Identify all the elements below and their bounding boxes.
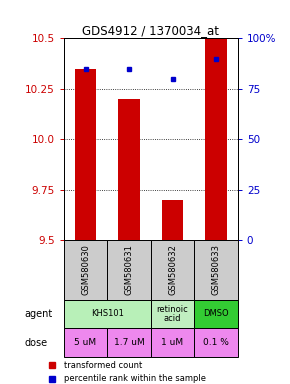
- Bar: [151, 300, 194, 328]
- Bar: [75, 69, 96, 240]
- Text: GSM580631: GSM580631: [124, 244, 134, 295]
- Text: 5 uM: 5 uM: [75, 338, 97, 347]
- Text: 1 uM: 1 uM: [162, 338, 184, 347]
- Text: KHS101: KHS101: [91, 310, 124, 318]
- Text: retinoic
acid: retinoic acid: [157, 305, 189, 323]
- Text: agent: agent: [25, 309, 53, 319]
- Bar: [107, 240, 151, 300]
- Bar: [151, 328, 194, 357]
- Text: transformed count: transformed count: [64, 361, 142, 370]
- Bar: [194, 300, 238, 328]
- Bar: [64, 300, 151, 328]
- Text: 0.1 %: 0.1 %: [203, 338, 229, 347]
- Bar: [64, 240, 107, 300]
- Bar: [194, 240, 238, 300]
- Text: 1.7 uM: 1.7 uM: [114, 338, 144, 347]
- Bar: [107, 328, 151, 357]
- Text: GSM580630: GSM580630: [81, 244, 90, 295]
- Bar: [64, 328, 107, 357]
- Text: GSM580633: GSM580633: [211, 244, 221, 295]
- Text: percentile rank within the sample: percentile rank within the sample: [64, 374, 206, 383]
- Bar: [194, 328, 238, 357]
- Bar: [151, 240, 194, 300]
- Text: GSM580632: GSM580632: [168, 244, 177, 295]
- Bar: [162, 200, 183, 240]
- Bar: [205, 38, 227, 240]
- Title: GDS4912 / 1370034_at: GDS4912 / 1370034_at: [82, 24, 219, 37]
- Bar: [118, 99, 140, 240]
- Text: DMSO: DMSO: [203, 310, 229, 318]
- Text: dose: dose: [25, 338, 48, 348]
